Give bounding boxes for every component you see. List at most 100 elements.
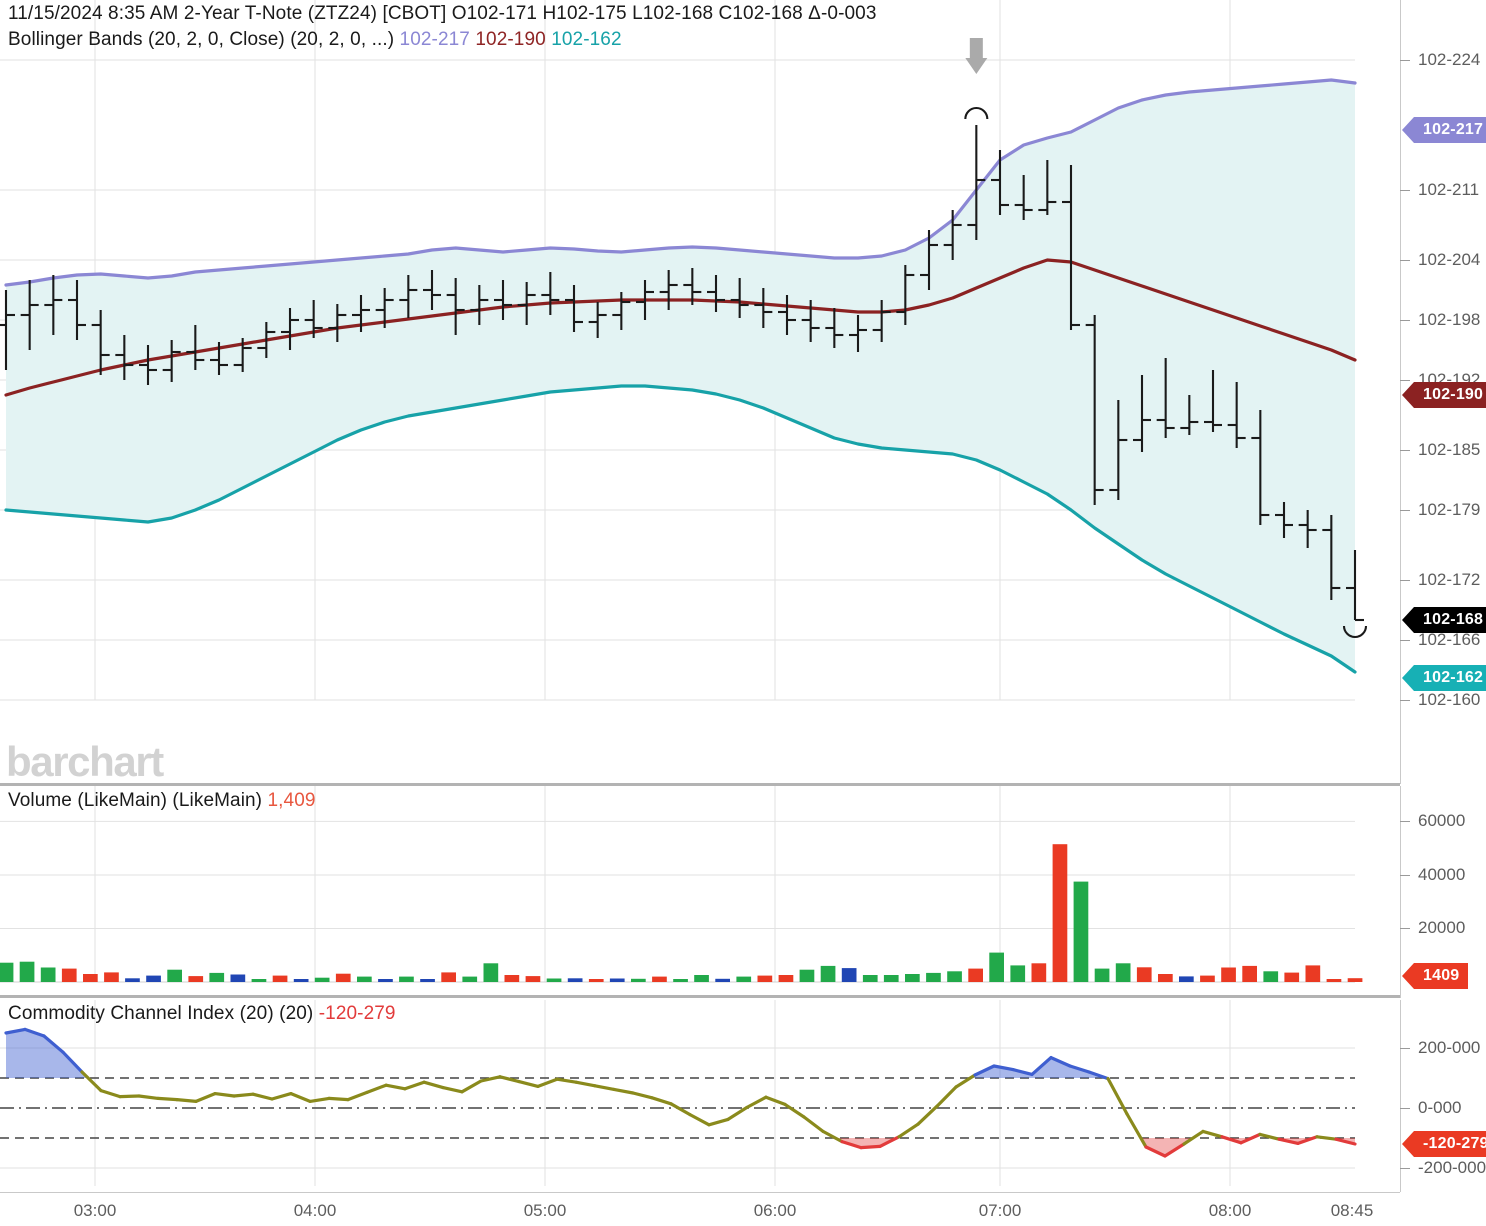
last-price-flag[interactable]: 102-168 — [1401, 607, 1486, 633]
cci-line-segment — [1277, 1137, 1300, 1145]
volume-bar — [378, 979, 393, 982]
bb-lower-flag[interactable]: 102-162 — [1401, 665, 1486, 691]
volume-tick-dash — [1400, 821, 1410, 823]
cci-line-segment — [422, 1080, 445, 1090]
cci-line-segment — [175, 1097, 198, 1104]
cci-line-segment — [289, 1091, 312, 1104]
price-chart-panel[interactable]: 11/15/2024 8:35 AM 2-Year T-Note (ZTZ24)… — [0, 0, 1486, 786]
price-plot-area[interactable] — [0, 0, 1400, 784]
cci-line-segment — [669, 1102, 692, 1117]
cci-line-segment — [479, 1075, 502, 1083]
volume-bar — [104, 972, 119, 982]
cci-line-segment — [840, 1140, 863, 1150]
cci-line-segment — [764, 1095, 787, 1107]
volume-bar — [673, 979, 688, 982]
cci-line-segment — [1049, 1055, 1072, 1068]
volume-panel[interactable]: Volume (LikeMain) (LikeMain) 1,409 60000… — [0, 786, 1486, 998]
volume-bar — [335, 973, 351, 982]
cci-line-segment — [365, 1083, 388, 1095]
volume-bar — [272, 975, 288, 982]
cci-line-segment — [1296, 1135, 1319, 1145]
bollinger-band-fill — [6, 80, 1355, 672]
volume-bar — [1284, 972, 1300, 982]
volume-bar — [399, 976, 414, 982]
price-volume-separator — [0, 783, 1400, 786]
volume-bar — [820, 965, 836, 982]
price-tick-dash — [1400, 450, 1410, 451]
cci-line-segment — [1144, 1145, 1167, 1158]
volume-last-flag[interactable]: 1409 — [1401, 963, 1469, 989]
price-tick-dash — [1400, 380, 1410, 381]
price-tick-dash — [1400, 260, 1410, 261]
volume-last-flag-text: 1409 — [1423, 967, 1460, 984]
volume-bars — [0, 844, 1363, 982]
cci-legend-label: Commodity Channel Index (20) (20) — [8, 1003, 314, 1024]
cci-line-segment — [213, 1091, 236, 1098]
cci-plot-area[interactable] — [0, 1000, 1400, 1192]
cci-line-segment — [555, 1077, 578, 1084]
time-axis[interactable]: 03:00 04:00 05:00 06:00 07:00 08:00 08:45 — [0, 1192, 1486, 1226]
cci-line-segment — [1220, 1135, 1243, 1145]
cci-axis[interactable]: 200-000 0-000 -200-000 -120-279 — [1400, 1000, 1486, 1192]
cci-line-segment — [61, 1050, 84, 1074]
bollinger-legend-label: Bollinger Bands (20, 2, 0, Close) (20, 2… — [8, 29, 395, 50]
cci-last-flag[interactable]: -120-279 — [1402, 1131, 1486, 1157]
volume-bar — [989, 952, 1004, 982]
volume-bar — [631, 978, 646, 982]
volume-bar — [567, 978, 583, 982]
cci-line-segment — [517, 1079, 540, 1089]
volume-bar — [841, 968, 857, 982]
cci-line-segment — [1239, 1132, 1262, 1145]
ohlc-bars — [0, 125, 1364, 622]
cci-line-segment — [574, 1080, 597, 1088]
volume-bar — [736, 976, 752, 982]
price-axis-border — [1400, 0, 1401, 784]
volume-bar — [1179, 976, 1194, 982]
volume-bar — [19, 961, 35, 982]
cci-line-segment — [460, 1079, 483, 1094]
volume-bar — [1010, 965, 1026, 982]
volume-plot-area[interactable] — [0, 786, 1400, 998]
cci-line — [4, 1027, 1357, 1158]
cci-line-segment — [1315, 1135, 1338, 1141]
volume-bar — [83, 974, 98, 982]
volume-tick-label: 20000 — [1418, 918, 1466, 938]
cci-line-segment — [441, 1085, 464, 1094]
bollinger-legend[interactable]: Bollinger Bands (20, 2, 0, Close) (20, 2… — [8, 29, 622, 51]
volume-bar — [799, 969, 815, 982]
cci-current-value: -120-279 — [318, 1003, 396, 1024]
volume-bar — [357, 976, 372, 982]
volume-bar — [1200, 975, 1215, 982]
arc-marker-bottom — [1342, 625, 1368, 638]
cci-line-segment — [973, 1064, 996, 1077]
time-tick-label: 03:00 — [73, 1201, 117, 1220]
cci-panel[interactable]: Commodity Channel Index (20) (20) -120-2… — [0, 1000, 1486, 1192]
cci-line-segment — [498, 1075, 521, 1084]
bb-middle-flag[interactable]: 102-190 — [1401, 382, 1486, 408]
last-price-flag-text: 102-168 — [1423, 611, 1484, 628]
price-tick-label: 102-179 — [1418, 500, 1481, 519]
volume-bar — [1263, 971, 1279, 982]
volume-axis-border — [1400, 786, 1401, 998]
cci-line-segment — [992, 1064, 1015, 1072]
volume-axis[interactable]: 60000 40000 20000 1409 — [1400, 786, 1486, 998]
price-tick-label: 102-160 — [1418, 690, 1481, 709]
cci-line-segment — [270, 1091, 293, 1101]
volume-bar — [504, 975, 520, 982]
volume-bar — [883, 975, 899, 982]
cci-legend[interactable]: Commodity Channel Index (20) (20) -120-2… — [8, 1003, 396, 1025]
cci-line-segment — [954, 1073, 977, 1089]
cci-line-segment — [4, 1027, 27, 1035]
cci-line-segment — [897, 1122, 920, 1139]
volume-bar — [968, 968, 983, 982]
price-axis[interactable]: 102-224 102-211 102-204 102-198 102-192 102-1… — [1400, 0, 1486, 784]
volume-bar — [146, 975, 161, 982]
volume-legend[interactable]: Volume (LikeMain) (LikeMain) 1,409 — [8, 790, 316, 812]
cci-axis-border — [1400, 1000, 1401, 1192]
cci-line-segment — [251, 1092, 274, 1101]
bollinger-upper-value: 102-217 — [399, 29, 470, 50]
price-chart-svg — [0, 0, 1368, 701]
volume-bar — [1031, 963, 1047, 982]
bb-upper-flag[interactable]: 102-217 — [1401, 117, 1486, 143]
price-tick-label: 102-166 — [1418, 630, 1481, 649]
